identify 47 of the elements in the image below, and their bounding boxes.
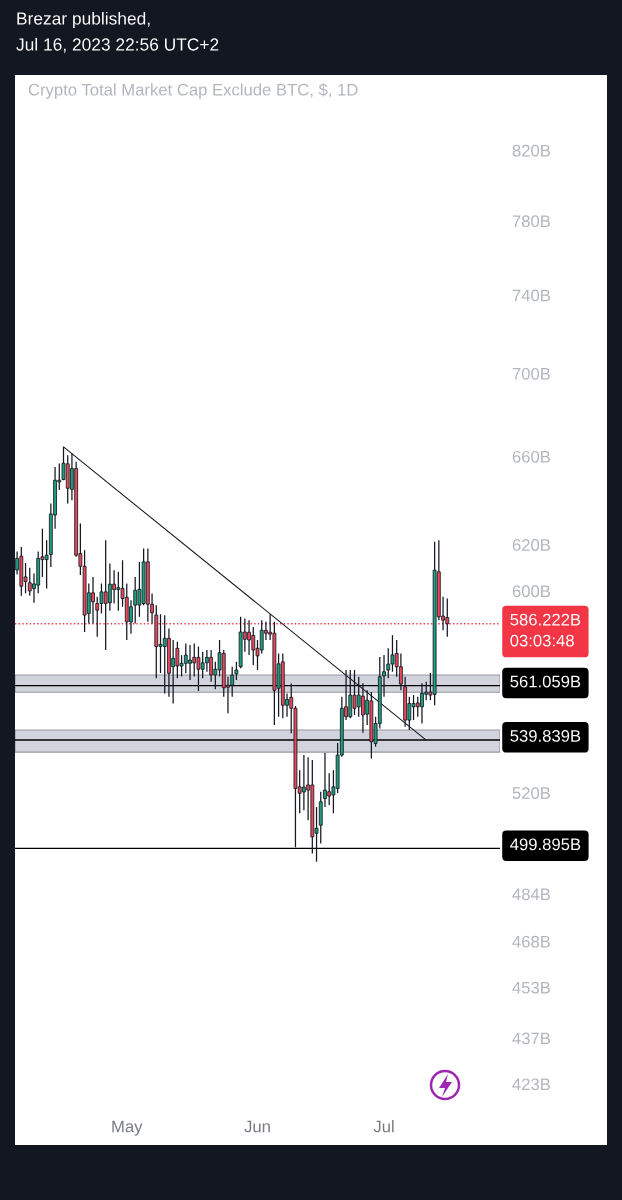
y-tick-label: 468B — [512, 935, 550, 948]
candlestick — [116, 571, 121, 612]
y-tick-label: 520B — [512, 787, 550, 799]
candlestick — [411, 694, 416, 721]
ref-line-label: 561.059B — [510, 675, 581, 688]
x-tick-label: Jul — [373, 1120, 394, 1133]
y-tick-label: 740B — [512, 289, 550, 302]
y-tick-label: 453B — [512, 981, 550, 994]
candlestick — [200, 651, 205, 679]
text: Jul 16, 2023 22:56 UTC+2 — [16, 37, 219, 53]
candlestick — [112, 569, 116, 605]
y-tick-label: 780B — [512, 215, 550, 228]
y-tick-label: 423B — [512, 1078, 550, 1091]
candlestick — [352, 669, 357, 716]
candlestick — [108, 562, 112, 612]
candlestick — [361, 682, 365, 734]
candlestick — [348, 669, 353, 719]
candlestick — [420, 682, 424, 725]
y-tick-label: 620B — [512, 539, 550, 551]
text: Brezar published, — [17, 11, 150, 29]
candlestick — [205, 649, 209, 673]
candlestick — [192, 642, 197, 678]
chart-title: Crypto Total Market Cap Exclude BTC, $, 1D — [28, 83, 358, 99]
ref-line-label: 499.895B — [510, 838, 581, 851]
candlestick — [158, 613, 163, 674]
candlestick — [162, 614, 167, 695]
ref-line-label: 539.839B — [510, 730, 581, 742]
x-tick-label: Jun — [244, 1120, 270, 1133]
candlestick — [188, 644, 192, 681]
candlestick — [196, 645, 201, 692]
y-tick-label: 700B — [512, 367, 550, 380]
candlestick — [327, 772, 332, 806]
x-tick-label: May — [112, 1120, 143, 1136]
y-tick-label: 437B — [512, 1032, 550, 1045]
candlestick — [103, 539, 108, 651]
candlestick — [247, 619, 251, 656]
y-tick-label: 600B — [512, 585, 550, 598]
candlestick — [91, 576, 95, 625]
y-tick-label: 660B — [512, 450, 550, 463]
candlestick — [171, 639, 176, 705]
candlestick — [415, 696, 420, 718]
y-tick-label: 820B — [512, 144, 550, 157]
candlestick — [259, 619, 264, 655]
y-tick-label: 484B — [512, 888, 550, 901]
candlestick — [445, 597, 450, 638]
ref-line-label: 586.222B 03:03:48 — [510, 613, 581, 647]
candlestick — [209, 649, 213, 683]
